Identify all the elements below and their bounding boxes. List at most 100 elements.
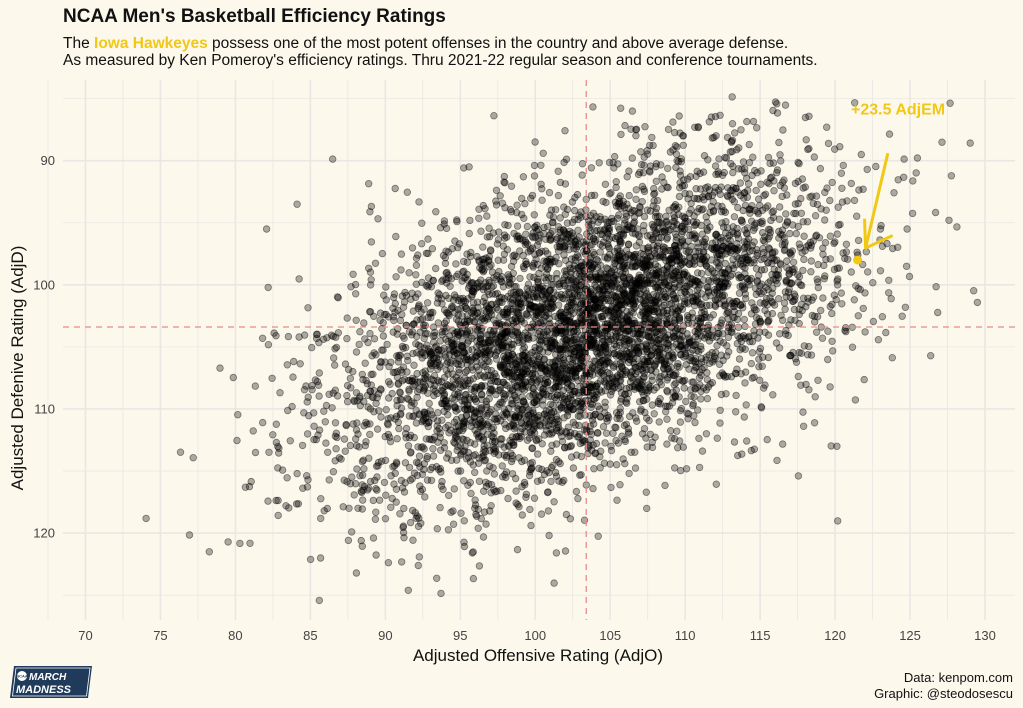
data-point <box>748 374 756 382</box>
data-point <box>552 350 560 359</box>
data-point <box>708 256 716 264</box>
data-point <box>424 283 432 291</box>
data-point <box>474 303 482 312</box>
data-point <box>659 243 668 251</box>
data-point <box>414 304 422 313</box>
data-point <box>512 487 520 495</box>
data-point <box>780 184 789 192</box>
data-point <box>382 283 390 291</box>
data-point <box>682 397 690 406</box>
data-point <box>408 506 417 515</box>
data-point <box>561 126 569 135</box>
data-point <box>716 419 724 427</box>
data-point <box>545 188 554 197</box>
data-point <box>444 526 453 534</box>
data-point <box>520 370 528 379</box>
data-point <box>264 341 273 349</box>
data-point <box>832 295 840 304</box>
data-point <box>508 470 517 478</box>
data-point <box>414 341 423 349</box>
data-point <box>353 419 361 427</box>
data-point <box>506 384 514 392</box>
data-point <box>799 408 807 416</box>
data-point <box>367 370 375 379</box>
data-point <box>539 390 548 398</box>
data-point <box>530 356 538 364</box>
data-point <box>670 213 679 222</box>
data-point <box>603 222 612 230</box>
data-point <box>614 439 623 447</box>
data-point <box>698 447 707 455</box>
data-point <box>682 465 691 473</box>
data-point <box>594 532 602 540</box>
data-point <box>778 192 786 201</box>
data-point <box>687 242 695 251</box>
data-point <box>433 574 441 582</box>
data-point <box>341 360 350 368</box>
data-point <box>625 191 633 200</box>
data-point <box>453 217 461 226</box>
data-point <box>672 150 681 158</box>
data-point <box>390 293 398 302</box>
data-point <box>645 167 654 175</box>
data-point <box>515 405 523 414</box>
data-point <box>569 275 577 283</box>
data-point <box>432 342 440 350</box>
data-point <box>828 309 836 318</box>
data-point <box>756 319 764 327</box>
data-point <box>791 200 800 208</box>
data-point <box>621 216 629 224</box>
data-point <box>554 167 562 175</box>
data-point <box>578 375 586 383</box>
data-point <box>308 386 316 394</box>
data-point <box>405 269 413 277</box>
data-point <box>416 328 424 336</box>
data-point <box>410 399 418 407</box>
data-point <box>283 361 291 369</box>
data-point <box>400 534 408 542</box>
data-point <box>586 384 594 392</box>
data-point <box>901 303 910 311</box>
data-point <box>572 270 580 279</box>
data-point <box>481 204 489 213</box>
data-point <box>536 421 544 429</box>
data-point <box>637 407 645 415</box>
data-point <box>361 441 369 450</box>
data-point <box>528 458 536 467</box>
data-point <box>566 337 574 346</box>
data-point <box>578 362 586 370</box>
data-point <box>417 519 425 527</box>
data-point <box>740 413 748 421</box>
data-point <box>394 358 403 366</box>
data-point <box>602 273 610 281</box>
data-point <box>550 579 558 587</box>
data-point <box>763 301 772 309</box>
data-point <box>628 107 637 115</box>
data-point <box>797 381 805 389</box>
data-point <box>350 491 358 499</box>
data-point <box>447 456 456 464</box>
data-point <box>455 331 463 339</box>
data-point <box>602 233 610 242</box>
data-point <box>652 204 661 212</box>
data-point <box>512 474 520 483</box>
data-point <box>513 201 521 209</box>
data-point <box>440 217 449 225</box>
data-point <box>727 159 735 168</box>
data-point <box>822 255 830 264</box>
data-point <box>632 346 641 354</box>
data-point <box>760 191 768 200</box>
data-point <box>300 386 309 394</box>
data-point <box>773 100 781 108</box>
data-point <box>703 301 711 310</box>
data-point <box>423 455 431 463</box>
data-point <box>581 301 590 309</box>
data-point <box>451 402 459 411</box>
data-point <box>507 182 516 190</box>
data-point <box>428 244 437 253</box>
data-point <box>485 290 493 299</box>
data-point <box>475 257 483 266</box>
data-point <box>733 224 741 233</box>
data-point <box>571 256 579 265</box>
data-point <box>607 218 616 226</box>
